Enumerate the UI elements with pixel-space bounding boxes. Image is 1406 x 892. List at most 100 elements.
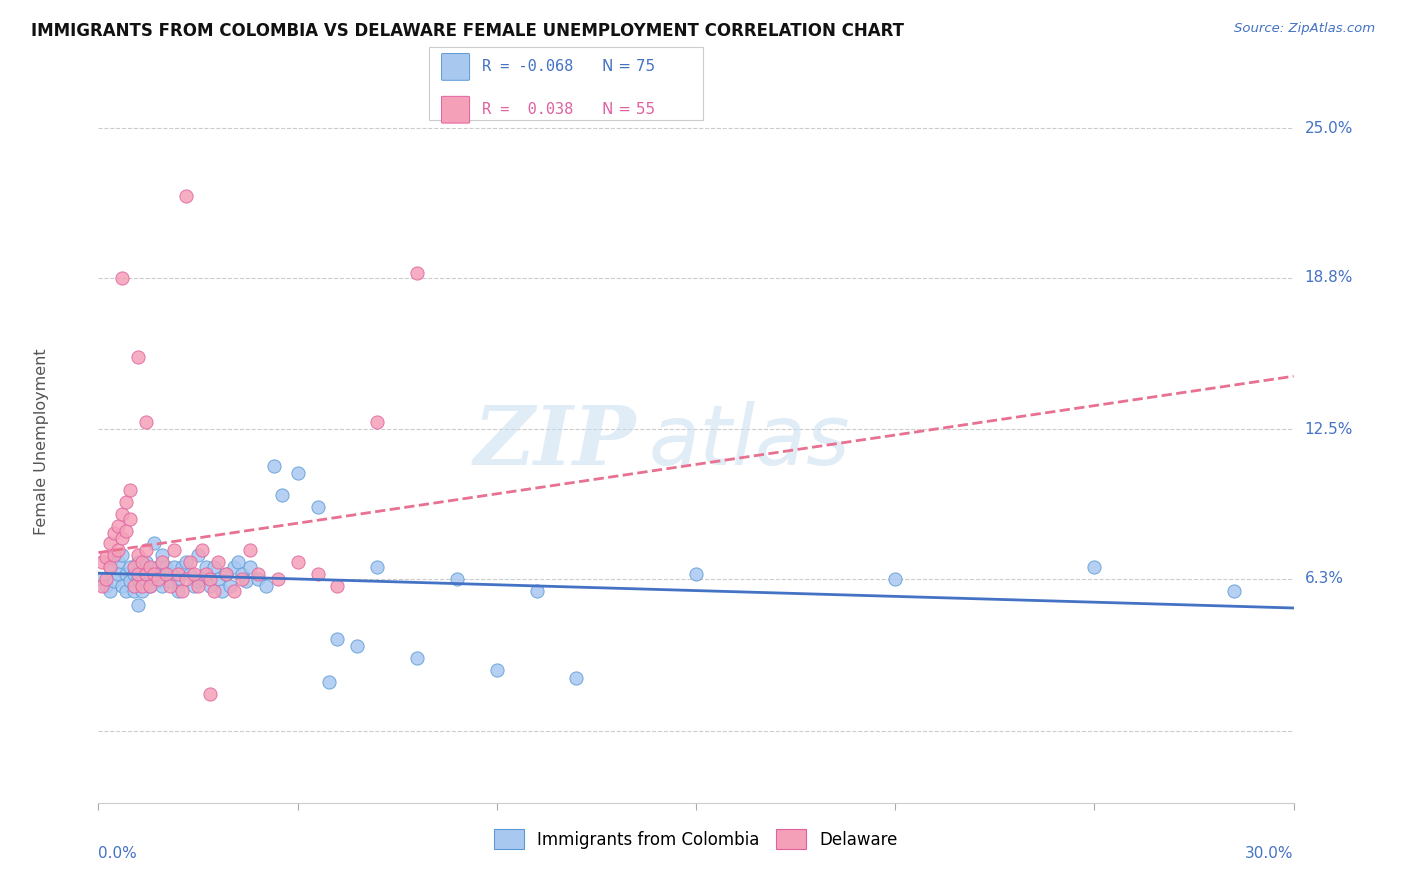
Point <box>107 542 129 557</box>
Point <box>207 555 229 569</box>
Point <box>287 555 309 569</box>
Point <box>685 567 707 582</box>
Point <box>202 559 225 574</box>
Point <box>287 466 309 480</box>
Point <box>155 559 177 574</box>
Point <box>231 567 253 582</box>
Point <box>207 572 229 586</box>
Point <box>406 651 429 665</box>
Point <box>155 567 177 582</box>
Point <box>91 555 114 569</box>
Text: 12.5%: 12.5% <box>1305 422 1353 437</box>
Point <box>150 579 173 593</box>
Point <box>143 535 166 549</box>
Point <box>198 572 221 586</box>
Point <box>115 494 138 508</box>
Point <box>111 270 134 285</box>
Point <box>195 559 218 574</box>
Point <box>191 572 214 586</box>
Point <box>127 548 149 562</box>
Point <box>526 583 548 598</box>
Text: IMMIGRANTS FROM COLOMBIA VS DELAWARE FEMALE UNEMPLOYMENT CORRELATION CHART: IMMIGRANTS FROM COLOMBIA VS DELAWARE FEM… <box>31 22 904 40</box>
Point <box>366 415 388 429</box>
Point <box>120 574 142 589</box>
Point <box>187 548 209 562</box>
Point <box>226 555 249 569</box>
Point <box>406 266 429 280</box>
Point <box>167 583 190 598</box>
Point <box>187 574 209 589</box>
Point <box>124 579 146 593</box>
Point <box>195 567 218 582</box>
Point <box>172 559 194 574</box>
Point <box>167 567 190 582</box>
Point <box>187 579 209 593</box>
Point <box>239 542 262 557</box>
Point <box>307 567 329 582</box>
Point <box>135 542 157 557</box>
Point <box>139 567 162 582</box>
Point <box>115 583 138 598</box>
Point <box>124 583 146 598</box>
Point <box>98 559 122 574</box>
Point <box>131 579 153 593</box>
Point <box>198 687 221 701</box>
Point <box>135 555 157 569</box>
Point <box>127 350 149 364</box>
Point <box>98 535 122 549</box>
Point <box>143 567 166 582</box>
Point <box>219 579 242 593</box>
Point <box>215 567 238 582</box>
Point <box>174 572 197 586</box>
Text: Source: ZipAtlas.com: Source: ZipAtlas.com <box>1234 22 1375 36</box>
Point <box>246 572 269 586</box>
Point <box>103 574 125 589</box>
Point <box>150 555 173 569</box>
Point <box>135 559 157 574</box>
Point <box>163 559 186 574</box>
Point <box>191 542 214 557</box>
Point <box>346 639 368 653</box>
Point <box>307 500 329 514</box>
Point <box>124 559 146 574</box>
Point <box>111 548 134 562</box>
Point <box>120 511 142 525</box>
Point <box>267 572 290 586</box>
Text: ZIP: ZIP <box>474 401 637 482</box>
Point <box>127 555 149 569</box>
Point <box>326 632 349 646</box>
Point <box>254 579 277 593</box>
Point <box>239 559 262 574</box>
Point <box>183 567 205 582</box>
Point <box>107 567 129 582</box>
Point <box>91 572 114 586</box>
Point <box>139 559 162 574</box>
Point <box>107 555 129 569</box>
Text: N = 75: N = 75 <box>602 60 655 74</box>
Text: 30.0%: 30.0% <box>1246 847 1294 861</box>
Point <box>183 579 205 593</box>
Point <box>198 579 221 593</box>
Point <box>366 559 388 574</box>
Point <box>148 559 170 574</box>
Point <box>115 567 138 582</box>
Text: R =  0.038: R = 0.038 <box>482 103 574 117</box>
Text: atlas: atlas <box>648 401 849 482</box>
Point <box>124 567 146 582</box>
Point <box>1083 559 1105 574</box>
Point <box>150 548 173 562</box>
Point <box>103 550 125 565</box>
Point <box>1223 583 1246 598</box>
Point <box>246 567 269 582</box>
Point <box>159 579 181 593</box>
Point <box>202 583 225 598</box>
Point <box>179 567 201 582</box>
Point <box>103 548 125 562</box>
Point <box>231 572 253 586</box>
Point <box>98 583 122 598</box>
Point <box>139 579 162 593</box>
Point <box>159 567 181 582</box>
Point <box>135 567 157 582</box>
Point <box>179 555 201 569</box>
Point <box>167 572 190 586</box>
